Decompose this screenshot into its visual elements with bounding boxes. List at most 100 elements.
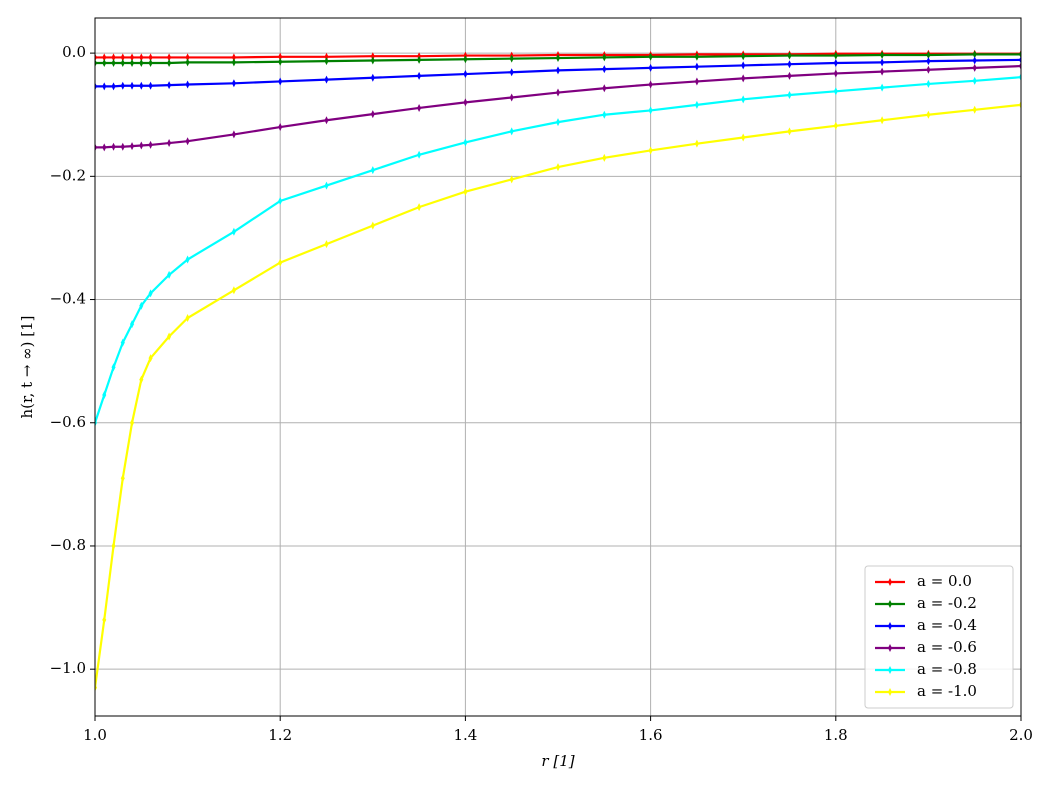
y-axis-label: h(r, t → ∞) [1] [18,315,36,418]
marker [926,65,931,74]
marker [509,175,514,184]
series-line [95,76,1021,424]
marker [463,98,468,107]
marker [787,60,792,69]
marker [278,196,283,205]
marker [694,139,699,148]
marker [130,418,135,427]
marker [833,58,838,67]
marker [972,105,977,114]
marker [648,52,653,61]
marker [130,320,135,329]
marker [417,203,422,212]
marker [833,87,838,96]
marker [972,56,977,65]
legend-label: a = -0.2 [917,594,977,612]
marker [139,375,144,384]
marker [417,150,422,159]
y-tick-label: −0.6 [50,413,86,431]
marker [556,66,560,75]
marker [167,139,172,148]
marker [648,63,653,72]
marker [556,163,560,172]
marker [880,83,885,92]
marker [102,58,107,67]
marker [787,71,792,80]
marker [602,110,607,119]
marker [741,61,746,70]
legend-label: a = -0.4 [917,616,977,634]
marker [741,133,746,142]
marker [972,76,977,85]
marker [648,146,653,155]
legend-label: a = 0.0 [917,572,972,590]
marker [120,142,125,151]
marker [602,65,607,74]
marker [972,63,977,72]
marker [231,53,236,62]
marker [417,71,422,80]
marker [370,56,375,65]
marker [278,57,283,66]
x-tick-label: 1.8 [824,726,848,744]
marker [231,130,236,139]
marker [370,73,375,82]
marker [509,54,514,63]
marker [787,91,792,100]
marker [231,227,236,236]
legend-marker [888,578,892,586]
marker [417,103,422,112]
marker [324,116,329,125]
marker [278,258,283,267]
marker [167,58,172,67]
marker [370,110,375,119]
marker [880,67,885,76]
marker [602,53,607,62]
x-axis-label: r [1] [541,752,574,770]
marker [694,77,699,86]
marker [556,54,560,63]
marker [139,81,144,90]
marker [463,138,468,147]
marker [167,332,172,341]
marker [602,153,607,162]
marker [370,221,375,230]
marker [185,137,190,146]
y-tick-label: −1.0 [50,659,86,677]
marker [926,79,931,88]
marker [139,301,144,310]
marker [231,286,236,295]
marker [185,58,190,67]
marker [139,141,144,150]
marker [602,84,607,93]
marker [185,314,190,323]
legend-box [864,565,1014,709]
marker [509,93,514,102]
marker [509,127,514,136]
marker [111,363,116,372]
marker [167,53,172,62]
marker [324,57,329,66]
marker [370,52,375,61]
marker [185,80,190,89]
y-tick-label: −0.2 [50,166,86,184]
marker [111,53,116,62]
marker [463,55,468,64]
marker [120,58,125,67]
marker [185,53,190,62]
x-tick-label: 2.0 [1009,726,1033,744]
marker [120,338,125,347]
legend-label: a = -0.8 [917,660,977,678]
legend-marker [888,666,892,674]
plot-frame [94,17,1022,717]
marker [556,88,560,97]
marker [370,166,375,175]
marker [509,68,514,77]
marker [278,77,283,86]
marker [880,116,885,125]
marker [167,81,172,90]
marker [130,81,135,90]
marker [130,58,135,67]
legend-label: a = -0.6 [917,638,977,656]
marker [120,53,125,62]
